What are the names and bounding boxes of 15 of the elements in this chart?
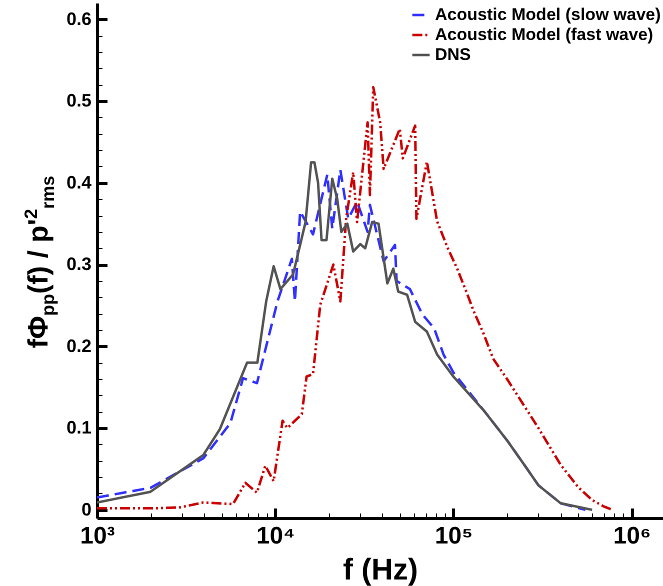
y-tick-label: 0.6 — [66, 8, 92, 29]
x-tick-label: 10⁶ — [613, 522, 651, 550]
y-tick-label: 0.1 — [66, 418, 92, 438]
y-tick-label: 0.3 — [66, 254, 92, 274]
legend-label: DNS — [435, 45, 471, 64]
legend-label: Acoustic Model (slow wave) — [435, 5, 661, 24]
legend-label: Acoustic Model (fast wave) — [435, 25, 654, 44]
y-tick-label: 0.4 — [66, 172, 92, 192]
y-tick-label: 0 — [81, 499, 92, 520]
x-tick-label: 10³ — [80, 522, 115, 550]
x-axis-title: f (Hz) — [343, 554, 418, 586]
x-tick-label: 10⁵ — [434, 522, 473, 550]
y-tick-label: 0.2 — [66, 336, 92, 356]
x-tick-label: 10⁴ — [256, 522, 295, 550]
y-tick-label: 0.5 — [66, 90, 92, 111]
